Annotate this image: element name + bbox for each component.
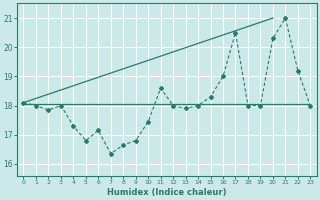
X-axis label: Humidex (Indice chaleur): Humidex (Indice chaleur): [107, 188, 227, 197]
